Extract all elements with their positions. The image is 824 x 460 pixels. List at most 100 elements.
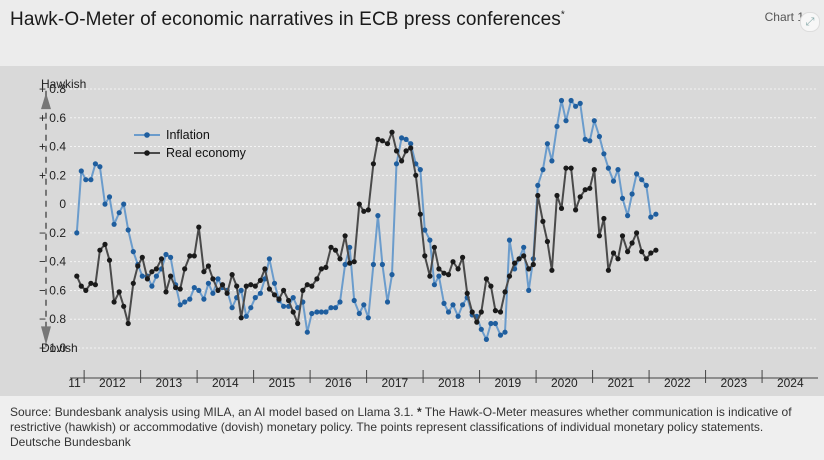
real-economy-point — [511, 260, 518, 266]
inflation-point — [403, 136, 409, 142]
real-economy-point — [266, 286, 272, 292]
real-economy-point — [328, 244, 334, 250]
inflation-point — [163, 251, 169, 258]
real-economy-point — [445, 272, 452, 278]
y-tick-label: 0 — [59, 197, 66, 211]
inflation-point — [629, 191, 635, 197]
inflation-point — [370, 261, 376, 268]
real-economy-point — [158, 256, 165, 262]
inflation-point — [431, 282, 437, 288]
footnote-text: The Hawk-O-Meter measures whether commun… — [10, 405, 792, 434]
inflation-point — [615, 167, 621, 173]
real-economy-point — [587, 185, 593, 191]
inflation-point — [563, 118, 569, 124]
real-economy-point — [281, 287, 287, 293]
legend: Inflation Real economy — [134, 128, 247, 160]
real-economy-point — [568, 165, 574, 171]
inflation-point — [252, 295, 258, 301]
inflation-point — [648, 214, 654, 220]
x-tick-label: 2012 — [99, 376, 126, 390]
real-economy-point — [135, 263, 141, 269]
inflation-point — [102, 201, 108, 207]
inflation-point — [290, 295, 296, 301]
real-economy-point — [257, 277, 263, 283]
inflation-point — [365, 315, 371, 321]
inflation-point — [196, 287, 202, 293]
dovish-label: Dovish — [41, 341, 78, 355]
real-economy-point — [375, 136, 381, 142]
real-economy-point — [332, 247, 339, 253]
real-economy-point — [516, 256, 522, 262]
real-economy-point — [464, 290, 470, 296]
x-tick-label: 2019 — [494, 376, 521, 390]
x-tick-label: 2016 — [325, 376, 352, 390]
real-economy-point — [97, 247, 103, 253]
real-economy-point — [474, 319, 480, 325]
x-tick-label: 2015 — [269, 376, 296, 390]
inflation-point — [417, 167, 423, 173]
expand-icon[interactable]: ⤢ — [800, 12, 820, 32]
inflation-point — [643, 182, 649, 188]
real-economy-point — [78, 283, 84, 289]
inflation-point — [74, 230, 80, 236]
inflation-point — [492, 320, 498, 327]
real-economy-point — [483, 276, 489, 282]
plot-panel — [0, 66, 824, 396]
inflation-point — [106, 194, 113, 200]
real-economy-point — [361, 208, 367, 214]
real-economy-point — [648, 250, 654, 256]
real-economy-point — [455, 266, 461, 272]
real-economy-point — [295, 320, 301, 327]
real-economy-point — [540, 218, 546, 224]
real-economy-point — [300, 287, 306, 293]
inflation-point — [309, 310, 315, 317]
x-tick-label: 2022 — [664, 376, 691, 390]
real-economy-point — [413, 172, 419, 178]
real-economy-point — [318, 266, 324, 272]
real-economy-point — [347, 260, 353, 266]
footer: Source: Bundesbank analysis using MILA, … — [10, 405, 820, 450]
publisher: Deutsche Bundesbank — [10, 435, 131, 449]
inflation-point — [92, 161, 98, 167]
inflation-point — [502, 329, 508, 335]
real-economy-point — [215, 287, 221, 293]
inflation-point — [384, 299, 391, 305]
inflation-point — [540, 167, 546, 173]
inflation-point — [125, 227, 131, 233]
chart-number: Chart 1 — [764, 10, 804, 24]
real-economy-point — [224, 290, 230, 296]
inflation-point — [535, 182, 541, 188]
real-economy-point — [173, 285, 179, 291]
real-economy-point — [74, 273, 80, 279]
real-economy-point — [625, 249, 631, 255]
real-economy-point — [252, 283, 258, 289]
real-economy-point — [125, 320, 131, 327]
inflation-point — [116, 210, 122, 216]
inflation-point — [582, 136, 588, 142]
y-axis: + 0.8+ 0.6+ 0.4+ 0.20− 0.2− 0.4− 0.6− 0.… — [39, 77, 86, 355]
real-economy-point — [205, 263, 211, 269]
inflation-point — [153, 273, 159, 279]
real-economy-point — [177, 286, 183, 292]
real-economy-point — [389, 129, 395, 135]
inflation-point — [573, 103, 579, 109]
x-tick-label: 2013 — [156, 376, 183, 390]
inflation-point — [257, 290, 263, 296]
real-economy-point — [210, 276, 216, 282]
real-economy-point — [478, 309, 484, 315]
y-tick-label: + 0.4 — [39, 140, 66, 154]
inflation-point — [422, 227, 428, 233]
real-economy-point — [403, 148, 409, 154]
real-economy-point — [323, 264, 329, 270]
real-economy-point — [102, 241, 108, 247]
real-economy-point — [469, 309, 475, 315]
inflation-point — [455, 313, 461, 319]
inflation-point — [83, 177, 89, 183]
source-note: Source: Bundesbank analysis using MILA, … — [10, 405, 820, 435]
inflation-point — [497, 332, 504, 338]
inflation-point — [347, 244, 353, 250]
x-tick-label: 2021 — [607, 376, 634, 390]
inflation-point — [332, 305, 339, 311]
inflation-point — [445, 309, 452, 315]
real-economy-point — [422, 253, 428, 259]
